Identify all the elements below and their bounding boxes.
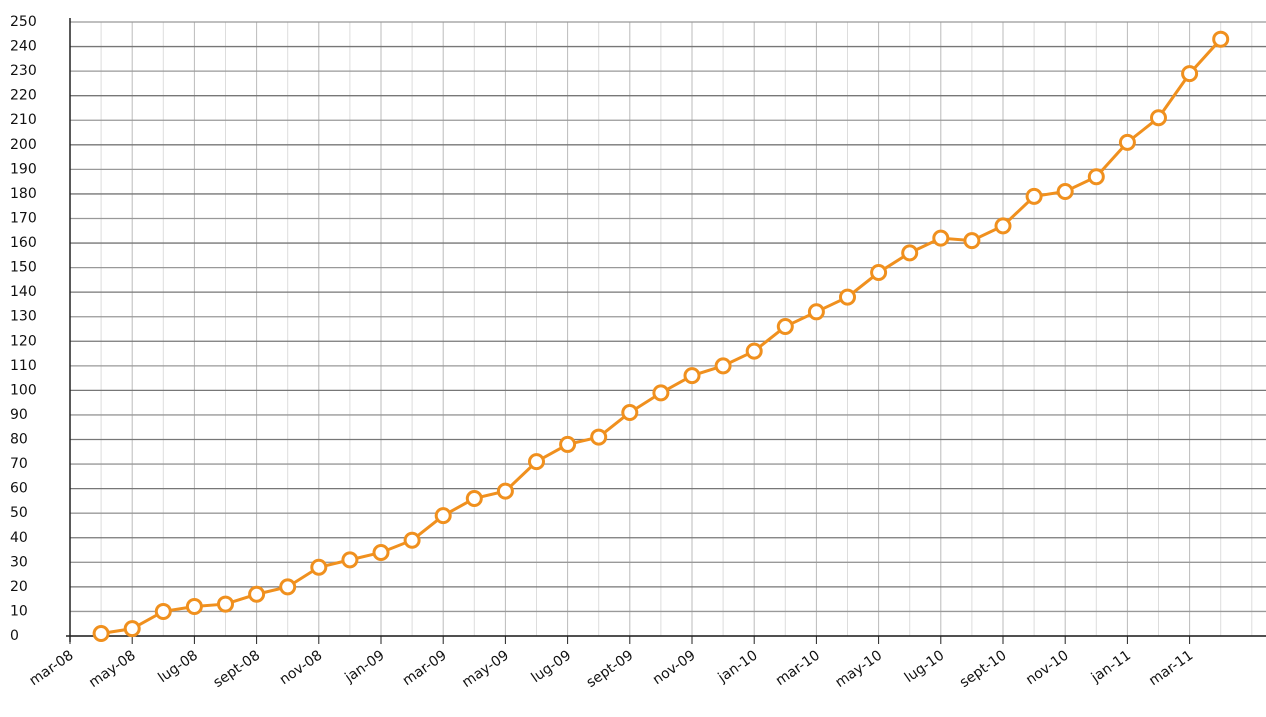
- y-tick-label: 210: [10, 112, 37, 128]
- y-tick-label: 90: [10, 407, 28, 423]
- y-tick-label: 160: [10, 235, 37, 251]
- point: [1025, 187, 1043, 205]
- y-tick-label: 80: [10, 432, 28, 448]
- x-tick-label: mar-09: [400, 647, 450, 689]
- point: [559, 435, 577, 453]
- x-tick-label: sept-08: [210, 647, 263, 691]
- point: [994, 217, 1012, 235]
- x-tick-label: jan-11: [1088, 647, 1134, 686]
- y-tick-label: 180: [10, 186, 37, 202]
- point: [92, 625, 110, 643]
- y-tick-label: 10: [10, 603, 28, 619]
- y-tick-label: 70: [10, 456, 28, 472]
- point: [403, 531, 421, 549]
- point: [341, 551, 359, 569]
- point: [1118, 133, 1136, 151]
- y-tick-label: 140: [10, 284, 37, 300]
- y-tick-label: 120: [10, 333, 37, 349]
- point: [465, 489, 483, 507]
- point: [528, 453, 545, 471]
- point: [714, 357, 732, 375]
- point: [1212, 30, 1230, 48]
- point: [123, 620, 141, 638]
- x-tick-label: sept-10: [957, 647, 1010, 691]
- y-tick-label: 60: [10, 481, 28, 497]
- x-tick-label: nov-08: [277, 647, 326, 688]
- point: [683, 367, 701, 385]
- y-tick-label: 170: [10, 210, 37, 226]
- y-tick-label: 50: [10, 505, 28, 521]
- y-tick-label: 30: [10, 554, 28, 570]
- point: [496, 482, 514, 500]
- x-tick-label: sept-09: [584, 647, 637, 691]
- point: [154, 602, 172, 620]
- y-tick-label: 230: [10, 63, 37, 79]
- point: [1150, 109, 1167, 127]
- point: [185, 598, 203, 616]
- point: [590, 428, 608, 446]
- y-tick-label: 130: [10, 309, 37, 325]
- y-tick-label: 200: [10, 137, 37, 153]
- point: [745, 342, 763, 360]
- point: [1087, 168, 1105, 186]
- point: [310, 558, 328, 576]
- point: [870, 264, 888, 282]
- point: [807, 303, 825, 321]
- point: [217, 595, 234, 613]
- x-tick-label: may-08: [86, 647, 139, 691]
- point: [932, 229, 950, 247]
- point: [776, 318, 794, 336]
- x-tick-label: jan-10: [715, 647, 761, 686]
- point: [621, 404, 639, 422]
- point: [652, 384, 670, 402]
- x-tick-label: lug-10: [902, 647, 948, 686]
- x-tick-label: nov-10: [1023, 647, 1072, 688]
- point: [279, 578, 297, 596]
- y-tick-label: 40: [10, 530, 28, 546]
- y-tick-label: 220: [10, 88, 37, 104]
- point: [248, 585, 266, 603]
- point: [839, 288, 856, 306]
- y-tick-label: 190: [10, 161, 37, 177]
- point: [434, 507, 452, 525]
- y-tick-label: 0: [10, 628, 19, 644]
- x-tick-label: jan-09: [341, 647, 387, 686]
- y-tick-label: 20: [10, 579, 28, 595]
- point: [372, 543, 390, 561]
- point: [1181, 65, 1199, 83]
- x-tick-label: mar-10: [773, 647, 823, 689]
- x-tick-label: mar-11: [1146, 647, 1196, 689]
- point: [901, 244, 919, 262]
- x-tick-label: lug-08: [155, 647, 201, 686]
- y-tick-label: 110: [10, 358, 37, 374]
- x-tick-label: mar-08: [26, 647, 76, 689]
- x-tick-label: nov-09: [650, 647, 699, 688]
- x-tick-label: may-10: [832, 647, 885, 691]
- y-tick-label: 150: [10, 260, 37, 276]
- y-tick-label: 240: [10, 39, 37, 55]
- x-tick-label: lug-09: [529, 647, 575, 686]
- point: [963, 232, 981, 250]
- point: [1056, 182, 1074, 200]
- x-tick-label: may-09: [459, 647, 512, 691]
- y-tick-label: 250: [10, 14, 37, 30]
- y-tick-label: 100: [10, 382, 37, 398]
